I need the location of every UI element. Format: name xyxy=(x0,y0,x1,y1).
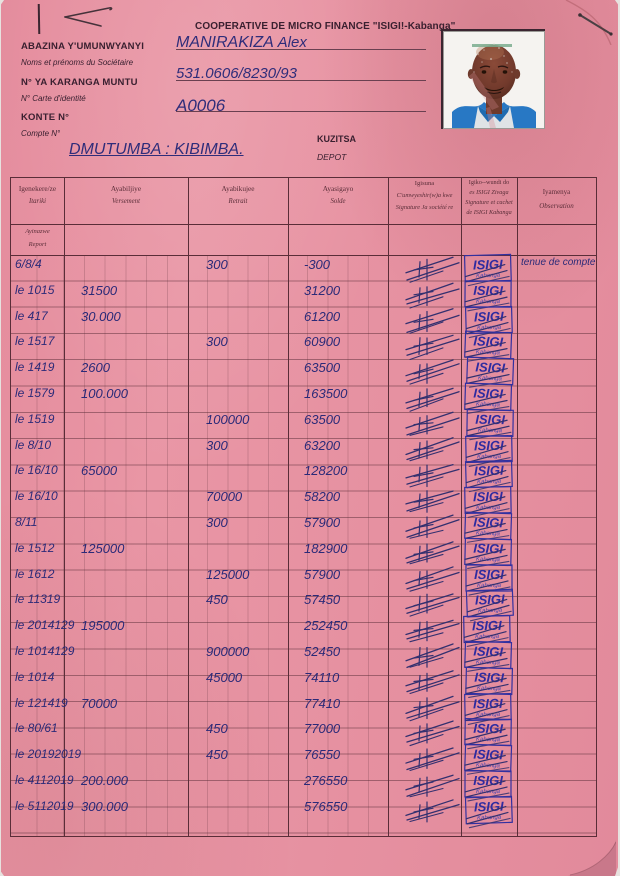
svg-text:ISIGI: ISIGI xyxy=(475,360,506,376)
svg-text:ISIGI: ISIGI xyxy=(474,463,504,479)
svg-text:ISIGI: ISIGI xyxy=(474,334,505,350)
svg-text:ISIGI: ISIGI xyxy=(474,592,505,608)
